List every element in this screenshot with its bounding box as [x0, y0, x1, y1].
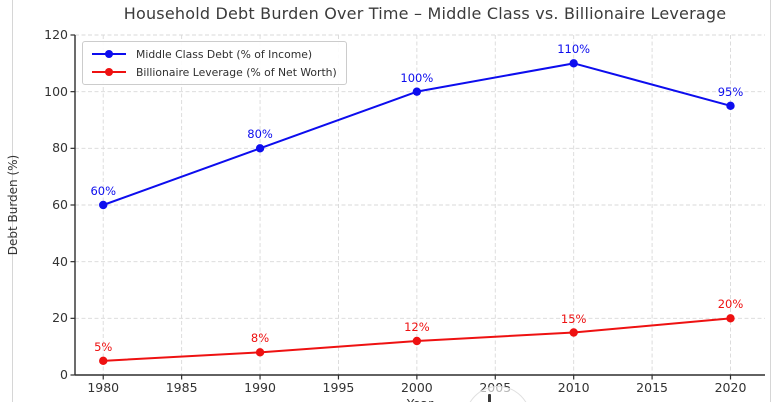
- data-point-marker: [569, 59, 578, 68]
- legend-line-marker-icon: [92, 50, 126, 58]
- data-point-label: 8%: [250, 331, 270, 346]
- x-tick-label: 2000: [400, 380, 433, 395]
- data-point-label: 100%: [400, 70, 434, 85]
- y-tick-label: 120: [44, 27, 68, 42]
- legend-item: Middle Class Debt (% of Income): [89, 46, 337, 62]
- data-point-marker: [99, 200, 108, 210]
- legend-item-label: Middle Class Debt (% of Income): [136, 47, 313, 61]
- y-tick-label: 20: [52, 310, 68, 326]
- data-point-marker: [412, 87, 422, 96]
- data-point-marker: [726, 101, 735, 111]
- x-tick-label: 2020: [714, 380, 747, 395]
- data-point-label: 80%: [247, 127, 273, 142]
- i-beam-cursor-icon: [488, 394, 491, 402]
- data-point-marker: [255, 348, 265, 357]
- data-point-label: 60%: [90, 184, 116, 198]
- data-point-label: 5%: [94, 339, 113, 354]
- legend-item-label: Billionaire Leverage (% of Net Worth): [136, 65, 337, 79]
- x-tick-label: 1985: [165, 380, 198, 395]
- x-tick-label: 1995: [322, 380, 355, 395]
- x-tick-label: 1980: [87, 380, 120, 395]
- y-tick-label: 60: [52, 197, 68, 212]
- x-tick-label: 1990: [244, 380, 276, 395]
- data-point-label: 95%: [717, 84, 744, 99]
- legend-item: Billionaire Leverage (% of Net Worth): [89, 64, 337, 80]
- card-left-border: [12, 0, 13, 402]
- x-tick-label: 2015: [636, 380, 668, 395]
- y-tick-label: 100: [44, 83, 68, 99]
- data-point-label: 20%: [717, 297, 744, 312]
- x-tick-label: 2010: [557, 380, 590, 395]
- x-axis-label: Year: [75, 396, 765, 402]
- legend-box: Middle Class Debt (% of Income) Billionai…: [82, 41, 347, 85]
- legend-line-marker-icon: [92, 68, 126, 76]
- data-point-marker: [412, 336, 422, 346]
- data-point-marker: [569, 328, 578, 337]
- y-axis-label: Debt Burden (%): [6, 154, 20, 256]
- chart-title: Household Debt Burden Over Time – Middle…: [123, 4, 727, 23]
- card-right-border: [770, 0, 771, 402]
- data-point-label: 15%: [560, 311, 587, 326]
- data-point-marker: [255, 144, 265, 153]
- y-tick-label: 40: [52, 253, 68, 269]
- data-point-label: 12%: [404, 320, 430, 334]
- data-point-marker: [726, 314, 735, 323]
- y-tick-label: 0: [60, 367, 68, 382]
- data-point-marker: [99, 356, 108, 366]
- y-tick-label: 80: [52, 140, 68, 156]
- data-point-label: 110%: [557, 42, 591, 57]
